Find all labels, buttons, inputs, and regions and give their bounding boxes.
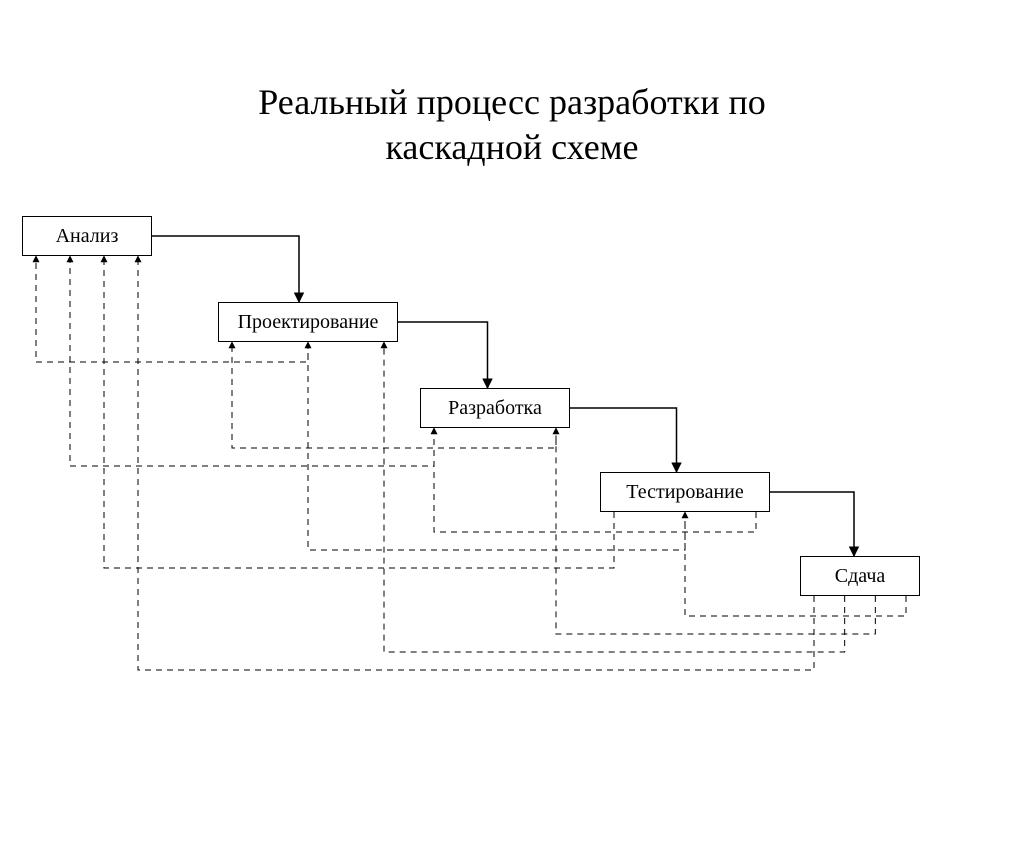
flowchart-node-label: Разработка xyxy=(448,397,542,420)
forward-edge xyxy=(570,408,677,472)
flowchart-node-n2: Проектирование xyxy=(218,302,398,342)
flowchart-node-n3: Разработка xyxy=(420,388,570,428)
flowchart-node-label: Сдача xyxy=(835,565,886,588)
flowchart-svg xyxy=(0,0,1024,767)
flowchart-node-label: Тестирование xyxy=(626,481,744,504)
feedback-edge xyxy=(70,256,434,466)
flowchart-node-n1: Анализ xyxy=(22,216,152,256)
forward-edge xyxy=(770,492,854,556)
forward-edge xyxy=(398,322,488,388)
flowchart-node-label: Анализ xyxy=(56,225,119,248)
feedback-edge xyxy=(308,342,685,550)
forward-edge xyxy=(152,236,299,302)
flowchart-node-label: Проектирование xyxy=(238,311,379,334)
flowchart-node-n5: Сдача xyxy=(800,556,920,596)
feedback-edge xyxy=(556,428,875,634)
flowchart-node-n4: Тестирование xyxy=(600,472,770,512)
